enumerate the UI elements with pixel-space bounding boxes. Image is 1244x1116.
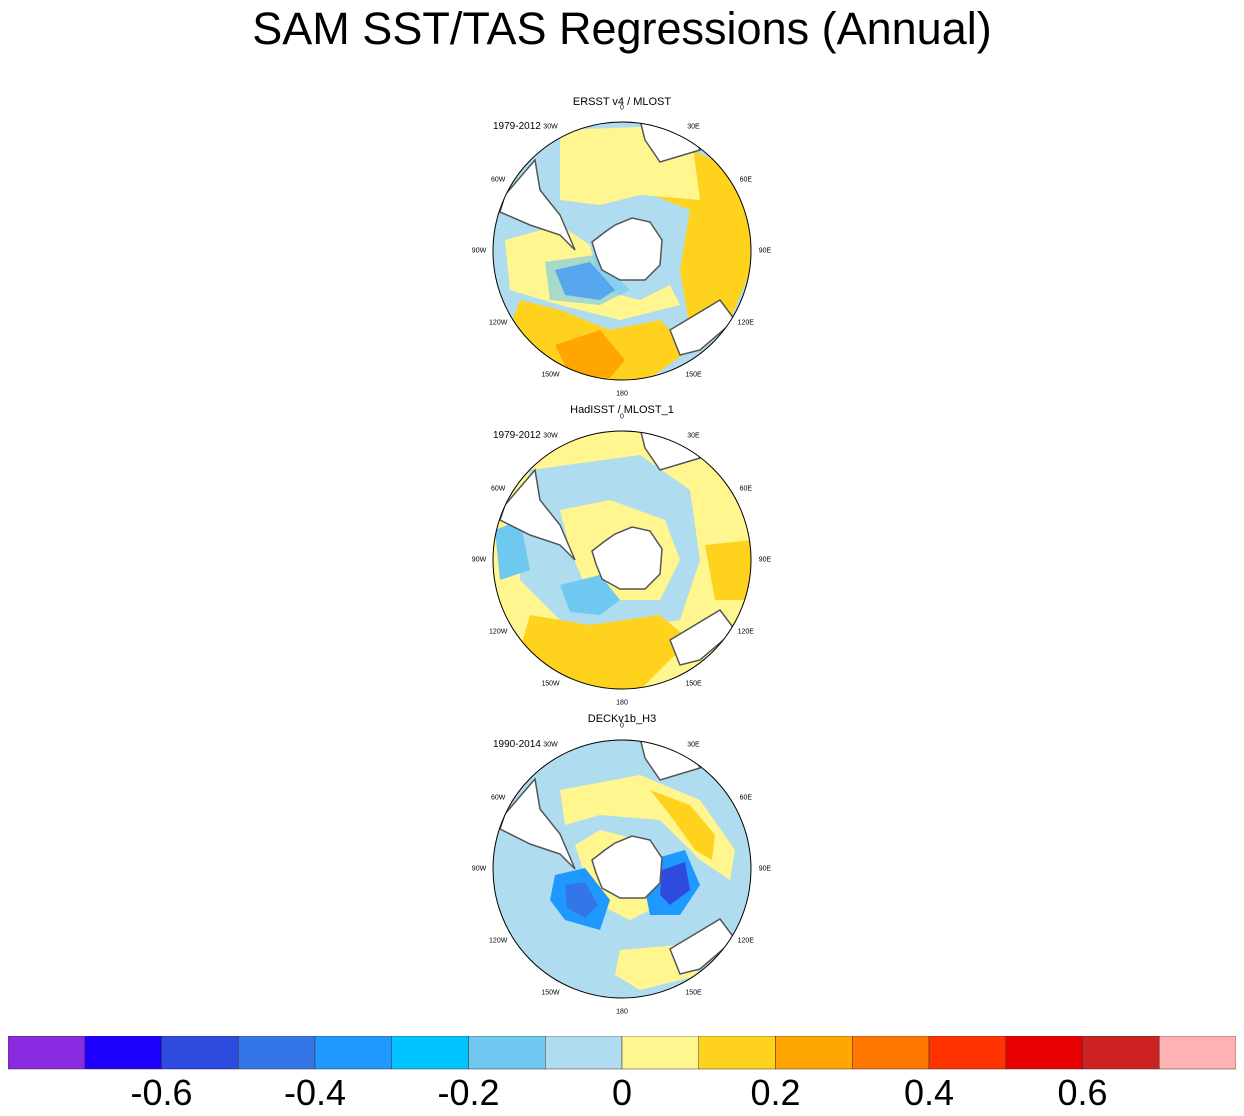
colorbar-label: 0 <box>611 1072 633 1113</box>
lon-label: 60W <box>490 176 506 183</box>
land-australia <box>669 918 737 975</box>
colorbar-swatch <box>84 1036 162 1070</box>
lon-label: 120E <box>737 319 754 326</box>
land-antarctica <box>591 526 663 590</box>
colorbar-swatch <box>1082 1036 1160 1070</box>
lon-label: 180 <box>616 390 628 398</box>
panel-period-ersst: 1979-2012 <box>493 121 541 132</box>
lon-label: 120E <box>737 937 754 944</box>
colorbar-label: -0.2 <box>437 1072 500 1113</box>
lon-label: 0 <box>620 104 624 112</box>
lon-label: 30W <box>543 123 558 131</box>
colorbar-swatch <box>468 1036 546 1070</box>
lon-label: 180 <box>616 699 628 707</box>
field-negative-amundsen-outer <box>545 255 630 305</box>
lon-label: 120W <box>489 319 508 326</box>
field-positive-pacific <box>520 615 690 689</box>
colorbar-swatch <box>8 1036 85 1070</box>
lon-label: 90W <box>471 556 487 564</box>
colorbar-swatch <box>928 1036 1006 1070</box>
colorbar-label: -0.6 <box>130 1072 193 1113</box>
panel-title-hadisst: HadISST / MLOST_1 <box>570 404 674 416</box>
lon-label: 90W <box>471 247 487 255</box>
colorbar-label: -0.4 <box>283 1072 347 1113</box>
lon-label: 30W <box>543 741 558 749</box>
lon-label: 90W <box>471 865 487 873</box>
lon-label: 60W <box>490 794 506 801</box>
panel-period-hadisst: 1979-2012 <box>493 430 541 441</box>
panel-period-deck: 1990-2014 <box>493 739 541 750</box>
lon-label: 90E <box>758 865 772 873</box>
lon-label: 60E <box>739 485 753 492</box>
field-positive-core-indian <box>650 790 715 860</box>
land-south-america <box>499 468 576 561</box>
colorbar-swatch <box>391 1036 469 1070</box>
land-south-america <box>499 777 576 870</box>
lon-label: 90E <box>758 556 772 564</box>
lon-label: 120E <box>737 628 754 635</box>
field-negative-amundsen-core <box>565 882 598 918</box>
lon-label: 150W <box>541 371 560 379</box>
field-positive-band-atlantic <box>560 775 735 880</box>
field-strong-positive-pacific <box>555 330 625 378</box>
page-title: SAM SST/TAS Regressions (Annual) <box>252 3 992 54</box>
lon-label: 180 <box>616 1008 628 1016</box>
field-positive-indian <box>705 540 751 600</box>
lon-label: 30W <box>543 432 558 440</box>
lon-label: 90E <box>758 247 772 255</box>
field-amundsen-negative <box>560 575 620 615</box>
colorbar-swatch <box>775 1036 853 1070</box>
colorbar <box>8 1036 1236 1070</box>
colorbar-swatch <box>621 1036 699 1070</box>
lon-label: 0 <box>620 413 624 421</box>
lon-label: 150W <box>541 989 560 997</box>
colorbar-label: 0.4 <box>903 1072 955 1113</box>
panel-title-deck: DECKv1b_H3 <box>587 713 657 725</box>
colorbar-swatch <box>1159 1036 1236 1070</box>
colorbar-swatch <box>161 1036 239 1070</box>
lon-label: 60E <box>739 176 753 183</box>
lon-label: 30E <box>687 432 700 440</box>
field-negative-ross-core <box>660 862 690 905</box>
colorbar-swatch <box>698 1036 776 1070</box>
panel-title-ersst: ERSST v4 / MLOST <box>572 96 672 108</box>
land-antarctica <box>591 835 663 899</box>
field-negative-west <box>495 520 530 580</box>
colorbar-swatch <box>314 1036 392 1070</box>
colorbar-label: 0.2 <box>750 1072 801 1113</box>
lon-label: 120W <box>489 937 508 944</box>
land-antarctica <box>591 217 663 281</box>
lon-label: 150E <box>685 371 702 379</box>
land-australia <box>669 609 737 666</box>
lon-label: 120W <box>489 628 508 635</box>
lon-label: 30E <box>687 741 700 749</box>
colorbar-swatch <box>545 1036 623 1070</box>
colorbar-swatch <box>238 1036 316 1070</box>
land-south-america <box>499 158 576 251</box>
colorbar-swatch <box>852 1036 930 1070</box>
lon-label: 60E <box>739 794 753 801</box>
colorbar-swatch <box>1005 1036 1083 1070</box>
lon-label: 0 <box>620 722 624 730</box>
lon-label: 60W <box>490 485 506 492</box>
lon-label: 150E <box>685 989 702 997</box>
lon-label: 150W <box>541 680 560 688</box>
colorbar-label: 0.6 <box>1057 1072 1108 1113</box>
lon-label: 30E <box>687 123 700 131</box>
lon-label: 150E <box>685 680 702 688</box>
land-australia <box>669 299 737 356</box>
